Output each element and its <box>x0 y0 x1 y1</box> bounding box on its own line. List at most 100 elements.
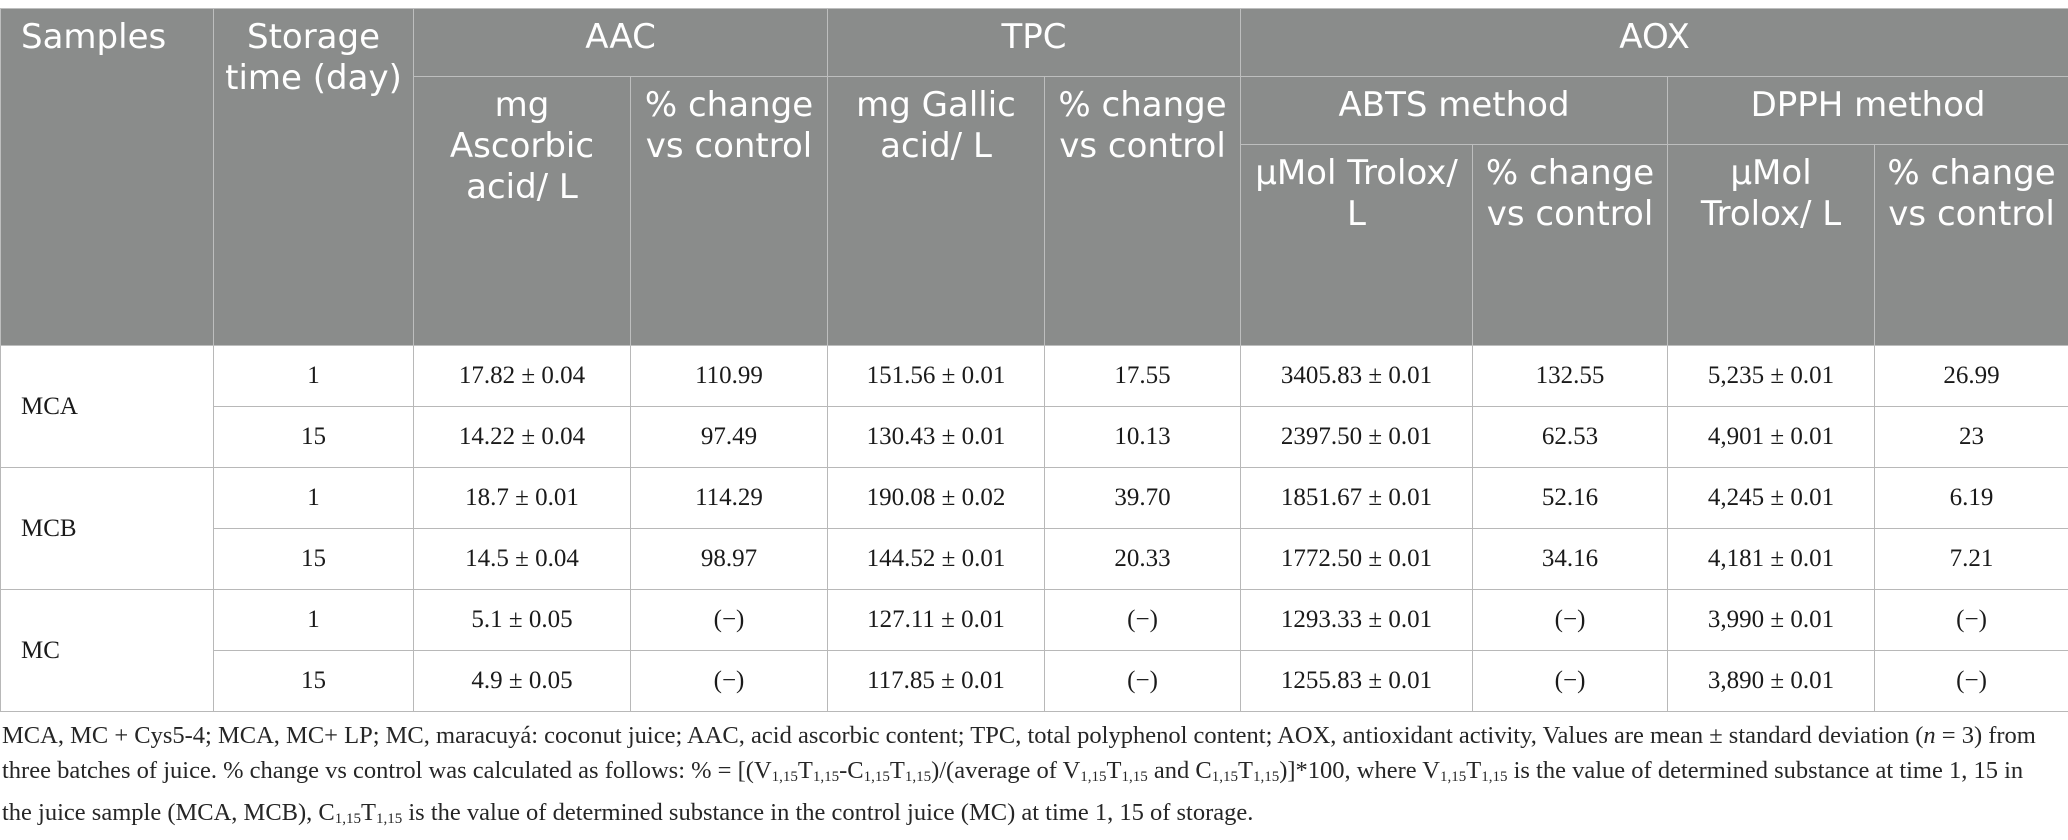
table-cell: 6.19 <box>1874 467 2068 529</box>
table-cell: 5,235 ± 0.01 <box>1667 345 1876 407</box>
table-cell: 62.53 <box>1472 406 1669 468</box>
footnote-text: and C <box>1147 757 1212 784</box>
table-cell: 1 <box>213 345 414 407</box>
table-footnote: MCA, MC + Cys5-4; MCA, MC+ LP; MC, marac… <box>2 718 2052 837</box>
table-cell: 14.22 ± 0.04 <box>413 406 631 468</box>
footnote-subscript: 1,15 <box>904 769 932 785</box>
table-row: 15 4.9 ± 0.05 (−) 117.85 ± 0.01 (−) 1255… <box>1 650 2068 712</box>
table-cell: (−) <box>629 650 829 712</box>
footnote-subscript: 1,15 <box>1211 769 1238 785</box>
table-cell: 34.16 <box>1472 528 1669 590</box>
table-row: 15 14.5 ± 0.04 98.97 144.52 ± 0.01 20.33… <box>1 528 2068 590</box>
sample-name: MCA <box>0 345 214 468</box>
table-row: MCA 1 17.82 ± 0.04 110.99 151.56 ± 0.01 … <box>0 345 2068 468</box>
table-cell: 151.56 ± 0.01 <box>827 345 1046 407</box>
sample-name: MCB <box>0 467 214 590</box>
footnote-subscript: 1,15 <box>863 769 890 785</box>
footnote-text: is the value of determined substance at … <box>2 757 2024 826</box>
table-cell: 1 <box>213 467 414 529</box>
header-abts-pct-change: % change vs control <box>1472 144 1669 346</box>
header-dpph-pct-change: % change vs control <box>1874 144 2068 346</box>
footnote-subscript: 1,15 <box>334 811 362 827</box>
table-cell: 2397.50 ± 0.01 <box>1240 406 1474 468</box>
footnote-subscript: 1,15 <box>1439 769 1467 785</box>
table-cell: 20.33 <box>1044 528 1242 590</box>
table-cell: (−) <box>1874 650 2068 712</box>
table-cell: 4,245 ± 0.01 <box>1667 467 1876 529</box>
table-cell: 1255.83 ± 0.01 <box>1240 650 1474 712</box>
header-dpph-method: DPPH method <box>1667 76 2068 145</box>
header-abts-unit: µMol Trolox/ L <box>1240 144 1474 346</box>
footnote-text: T <box>1106 757 1122 784</box>
footnote-text: MCA, MC + Cys5-4; MCA, MC+ LP; MC, marac… <box>2 722 1924 749</box>
header-tpc: TPC <box>827 8 1242 77</box>
footnote-text: is the value of determined substance in … <box>402 799 1254 826</box>
table-cell: 3405.83 ± 0.01 <box>1240 345 1474 407</box>
footnote-text: T <box>1237 757 1253 784</box>
table-cell: (−) <box>629 589 829 651</box>
table-cell: 10.13 <box>1044 406 1242 468</box>
table-cell: 52.16 <box>1472 467 1669 529</box>
table-cell: 190.08 ± 0.02 <box>827 467 1046 529</box>
footnote-text: n <box>1923 722 1936 749</box>
table-cell: 3,990 ± 0.01 <box>1667 589 1876 651</box>
header-abts-method: ABTS method <box>1240 76 1669 145</box>
table-cell: 23 <box>1874 406 2068 468</box>
header-dpph-unit: µMol Trolox/ L <box>1667 144 1876 346</box>
footnote-text: T <box>889 757 905 784</box>
table-row: MC 1 5.1 ± 0.05 (−) 127.11 ± 0.01 (−) 12… <box>0 589 2068 712</box>
table-cell: 18.7 ± 0.01 <box>413 467 631 529</box>
header-aac-pct-change: % change vs control <box>629 76 829 346</box>
footnote-text: )/(average of V <box>931 757 1081 784</box>
footnote-text: -C <box>839 757 864 784</box>
header-aac: AAC <box>412 8 829 77</box>
header-aac-unit: mg Ascorbic acid/ L <box>413 76 631 346</box>
footnote-text: T <box>361 799 376 826</box>
footnote-text: = 3) from three batches of juice. % chan… <box>2 722 2036 784</box>
table-cell: 1772.50 ± 0.01 <box>1240 528 1474 590</box>
footnote-subscript: 1,15 <box>375 811 403 827</box>
table-cell: (−) <box>1874 589 2068 651</box>
table-cell: 117.85 ± 0.01 <box>827 650 1046 712</box>
table-cell: 132.55 <box>1472 345 1669 407</box>
header-samples: Samples <box>0 8 214 346</box>
table-cell: 1293.33 ± 0.01 <box>1240 589 1474 651</box>
table-cell: (−) <box>1044 650 1242 712</box>
footnote-text: T <box>797 757 813 784</box>
table-cell: 127.11 ± 0.01 <box>827 589 1046 651</box>
table-cell: 110.99 <box>629 345 829 407</box>
table-cell: (−) <box>1472 650 1669 712</box>
table-cell: 144.52 ± 0.01 <box>827 528 1046 590</box>
table-cell: 1 <box>213 589 414 651</box>
table-cell: 4.9 ± 0.05 <box>413 650 631 712</box>
table-cell: 114.29 <box>629 467 829 529</box>
table-cell: 3,890 ± 0.01 <box>1667 650 1876 712</box>
header-tpc-unit: mg Gallic acid/ L <box>827 76 1046 346</box>
footnote-text: )]*100, where V <box>1279 757 1440 784</box>
table-cell: 17.82 ± 0.04 <box>413 345 631 407</box>
footnote-subscript: 1,15 <box>1080 769 1107 785</box>
footnote-subscript: 1,15 <box>1252 769 1280 785</box>
sample-name: MC <box>0 589 214 712</box>
results-table: Samples Storage time (day) AAC TPC AOX m… <box>0 8 2068 712</box>
table-cell: 15 <box>213 650 414 712</box>
table-cell: 4,901 ± 0.01 <box>1667 406 1876 468</box>
table-cell: 1851.67 ± 0.01 <box>1240 467 1474 529</box>
table-cell: 14.5 ± 0.04 <box>413 528 631 590</box>
table-cell: 15 <box>213 528 414 590</box>
table-cell: (−) <box>1044 589 1242 651</box>
footnote-subscript: 1,15 <box>812 769 840 785</box>
footnote-subscript: 1,15 <box>1121 769 1148 785</box>
table-cell: 97.49 <box>629 406 829 468</box>
table-cell: 4,181 ± 0.01 <box>1667 528 1876 590</box>
header-aox: AOX <box>1240 8 2068 77</box>
table-cell: 7.21 <box>1874 528 2068 590</box>
table-cell: 17.55 <box>1044 345 1242 407</box>
table-cell: 130.43 ± 0.01 <box>827 406 1046 468</box>
table-cell: 5.1 ± 0.05 <box>413 589 631 651</box>
table-cell: 98.97 <box>629 528 829 590</box>
footnote-text: T <box>1466 757 1482 784</box>
footnote-subscript: 1,15 <box>771 769 798 785</box>
table-cell: 15 <box>213 406 414 468</box>
table-cell: 39.70 <box>1044 467 1242 529</box>
